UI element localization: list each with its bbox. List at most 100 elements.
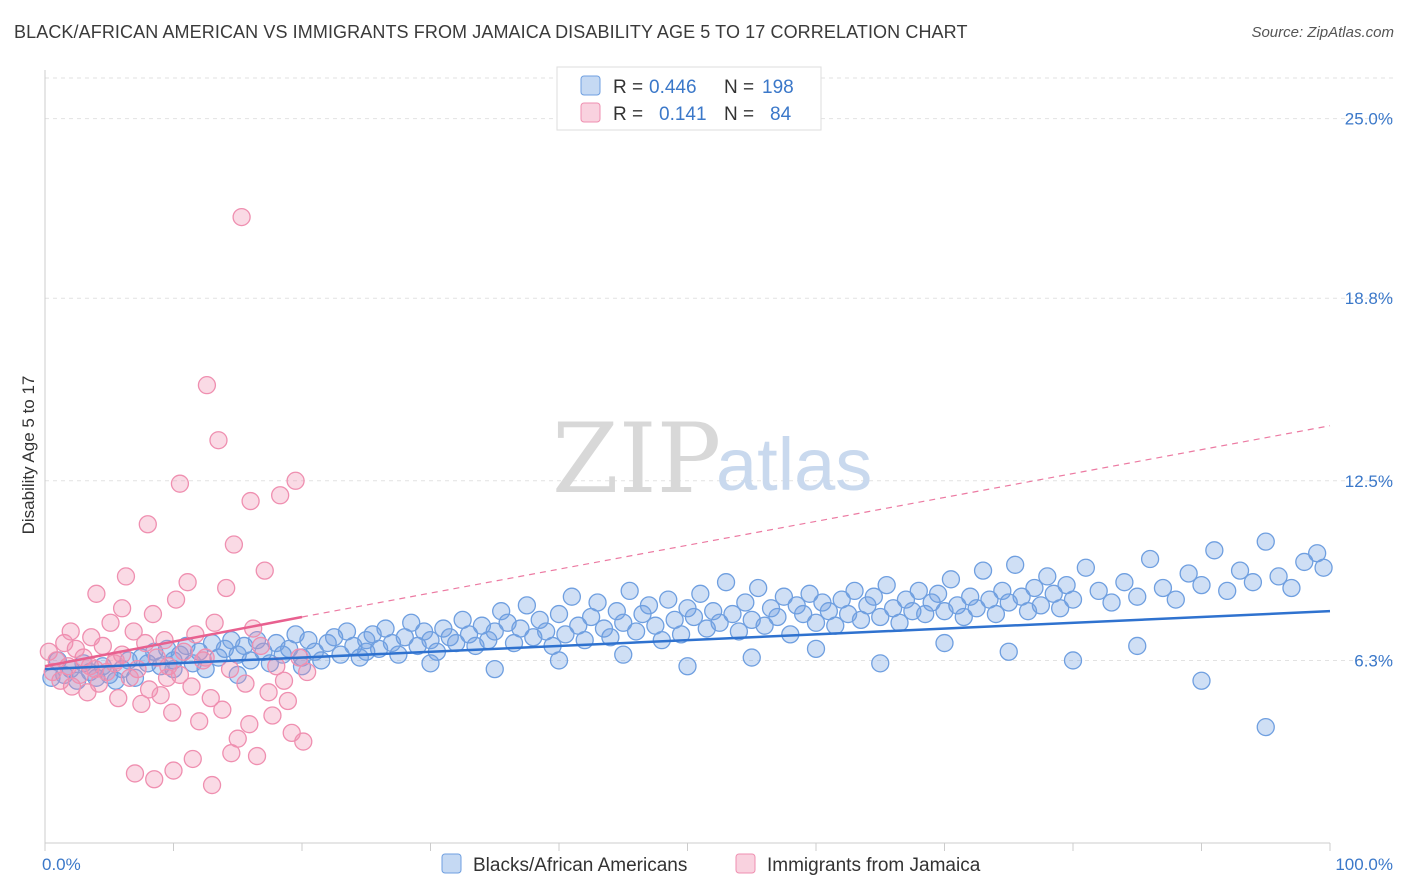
point-blacks	[1230, 561, 1250, 580]
point-blacks	[864, 587, 883, 606]
point-blacks	[421, 654, 440, 673]
point-blacks	[1192, 575, 1211, 595]
point-blacks	[1006, 555, 1025, 574]
point-blacks	[928, 584, 948, 603]
point-jamaica	[101, 613, 120, 632]
y-tick-labels: 6.3% 12.5% 18.8% 25.0%	[1345, 110, 1393, 671]
point-jamaica	[190, 712, 209, 731]
trend-line-jamaica-extension	[301, 425, 1331, 618]
point-jamaica	[155, 631, 174, 650]
point-jamaica	[87, 584, 106, 603]
series-legend-swatch-jamaica	[735, 853, 756, 874]
point-jamaica	[182, 677, 201, 696]
point-jamaica	[174, 642, 193, 661]
point-blacks	[729, 622, 749, 641]
point-jamaica	[220, 659, 240, 679]
point-blacks	[742, 648, 761, 667]
point-blacks	[941, 570, 961, 589]
point-blacks	[1218, 581, 1237, 601]
point-blacks	[1076, 558, 1095, 577]
point-jamaica	[251, 636, 271, 656]
point-jamaica	[132, 694, 151, 714]
point-blacks	[1031, 596, 1051, 615]
point-blacks	[1179, 564, 1198, 583]
point-blacks	[1025, 578, 1044, 598]
y-tick-label: 25.0%	[1345, 110, 1393, 129]
data-points	[39, 207, 1333, 795]
point-blacks	[954, 607, 973, 627]
point-blacks	[961, 587, 980, 606]
point-blacks	[871, 654, 890, 673]
point-blacks	[1256, 717, 1275, 737]
y-axis-label: Disability Age 5 to 17	[19, 376, 38, 535]
point-jamaica	[294, 732, 313, 751]
point-jamaica	[205, 613, 224, 632]
point-blacks	[723, 604, 742, 624]
point-jamaica	[139, 680, 159, 699]
point-jamaica	[213, 700, 232, 719]
point-blacks	[1102, 593, 1121, 612]
point-blacks	[1128, 636, 1147, 656]
point-jamaica	[232, 207, 251, 227]
point-jamaica	[125, 764, 145, 783]
legend-r-value-jamaica: 0.141	[659, 104, 707, 125]
point-jamaica	[241, 491, 260, 511]
point-blacks	[691, 584, 710, 603]
point-blacks	[999, 642, 1018, 661]
point-blacks	[1063, 590, 1083, 609]
point-blacks	[549, 651, 569, 670]
point-jamaica	[138, 515, 157, 534]
point-blacks	[774, 587, 794, 606]
point-jamaica	[278, 691, 298, 711]
y-tick-label: 12.5%	[1345, 472, 1393, 491]
point-blacks	[517, 596, 537, 615]
point-blacks	[1192, 671, 1211, 690]
point-jamaica	[157, 668, 177, 687]
point-blacks	[896, 590, 916, 609]
series-legend-label-blacks: Blacks/African Americans	[473, 855, 687, 876]
point-blacks	[601, 628, 620, 647]
point-jamaica	[124, 622, 143, 641]
legend-swatch-blacks	[580, 75, 601, 96]
point-blacks	[659, 590, 678, 609]
point-jamaica	[196, 648, 215, 667]
point-blacks	[530, 610, 549, 630]
point-blacks	[614, 645, 633, 664]
point-blacks	[1140, 549, 1160, 569]
point-jamaica	[109, 688, 128, 708]
point-jamaica	[170, 474, 190, 493]
point-blacks	[1314, 558, 1333, 577]
point-blacks	[1153, 578, 1173, 598]
point-blacks	[556, 625, 575, 644]
point-jamaica	[202, 775, 222, 795]
point-jamaica	[112, 599, 132, 618]
point-blacks	[1256, 532, 1275, 551]
point-blacks	[986, 604, 1006, 624]
point-jamaica	[197, 376, 217, 395]
point-blacks	[614, 613, 633, 632]
legend-n-label-blacks: N =	[724, 77, 754, 98]
point-blacks	[749, 578, 768, 598]
trend-lines	[44, 425, 1331, 671]
point-blacks	[909, 581, 928, 601]
watermark-zip: ZIP	[552, 403, 721, 515]
point-blacks	[768, 607, 787, 627]
point-jamaica	[145, 770, 164, 789]
watermark: ZIP atlas	[552, 403, 872, 515]
point-blacks	[704, 602, 723, 621]
point-jamaica	[178, 573, 197, 592]
point-blacks	[485, 659, 504, 679]
point-jamaica	[55, 633, 74, 653]
point-blacks	[1128, 587, 1147, 606]
legend-r-label-jamaica: R =	[613, 104, 643, 125]
point-blacks	[620, 581, 639, 601]
point-jamaica	[151, 686, 170, 705]
point-blacks	[755, 616, 774, 635]
axes	[44, 70, 1331, 851]
point-blacks	[1115, 573, 1134, 592]
point-blacks	[710, 613, 729, 632]
point-blacks	[871, 607, 890, 627]
point-jamaica	[224, 535, 244, 554]
point-blacks	[678, 657, 697, 676]
point-jamaica	[247, 746, 267, 766]
